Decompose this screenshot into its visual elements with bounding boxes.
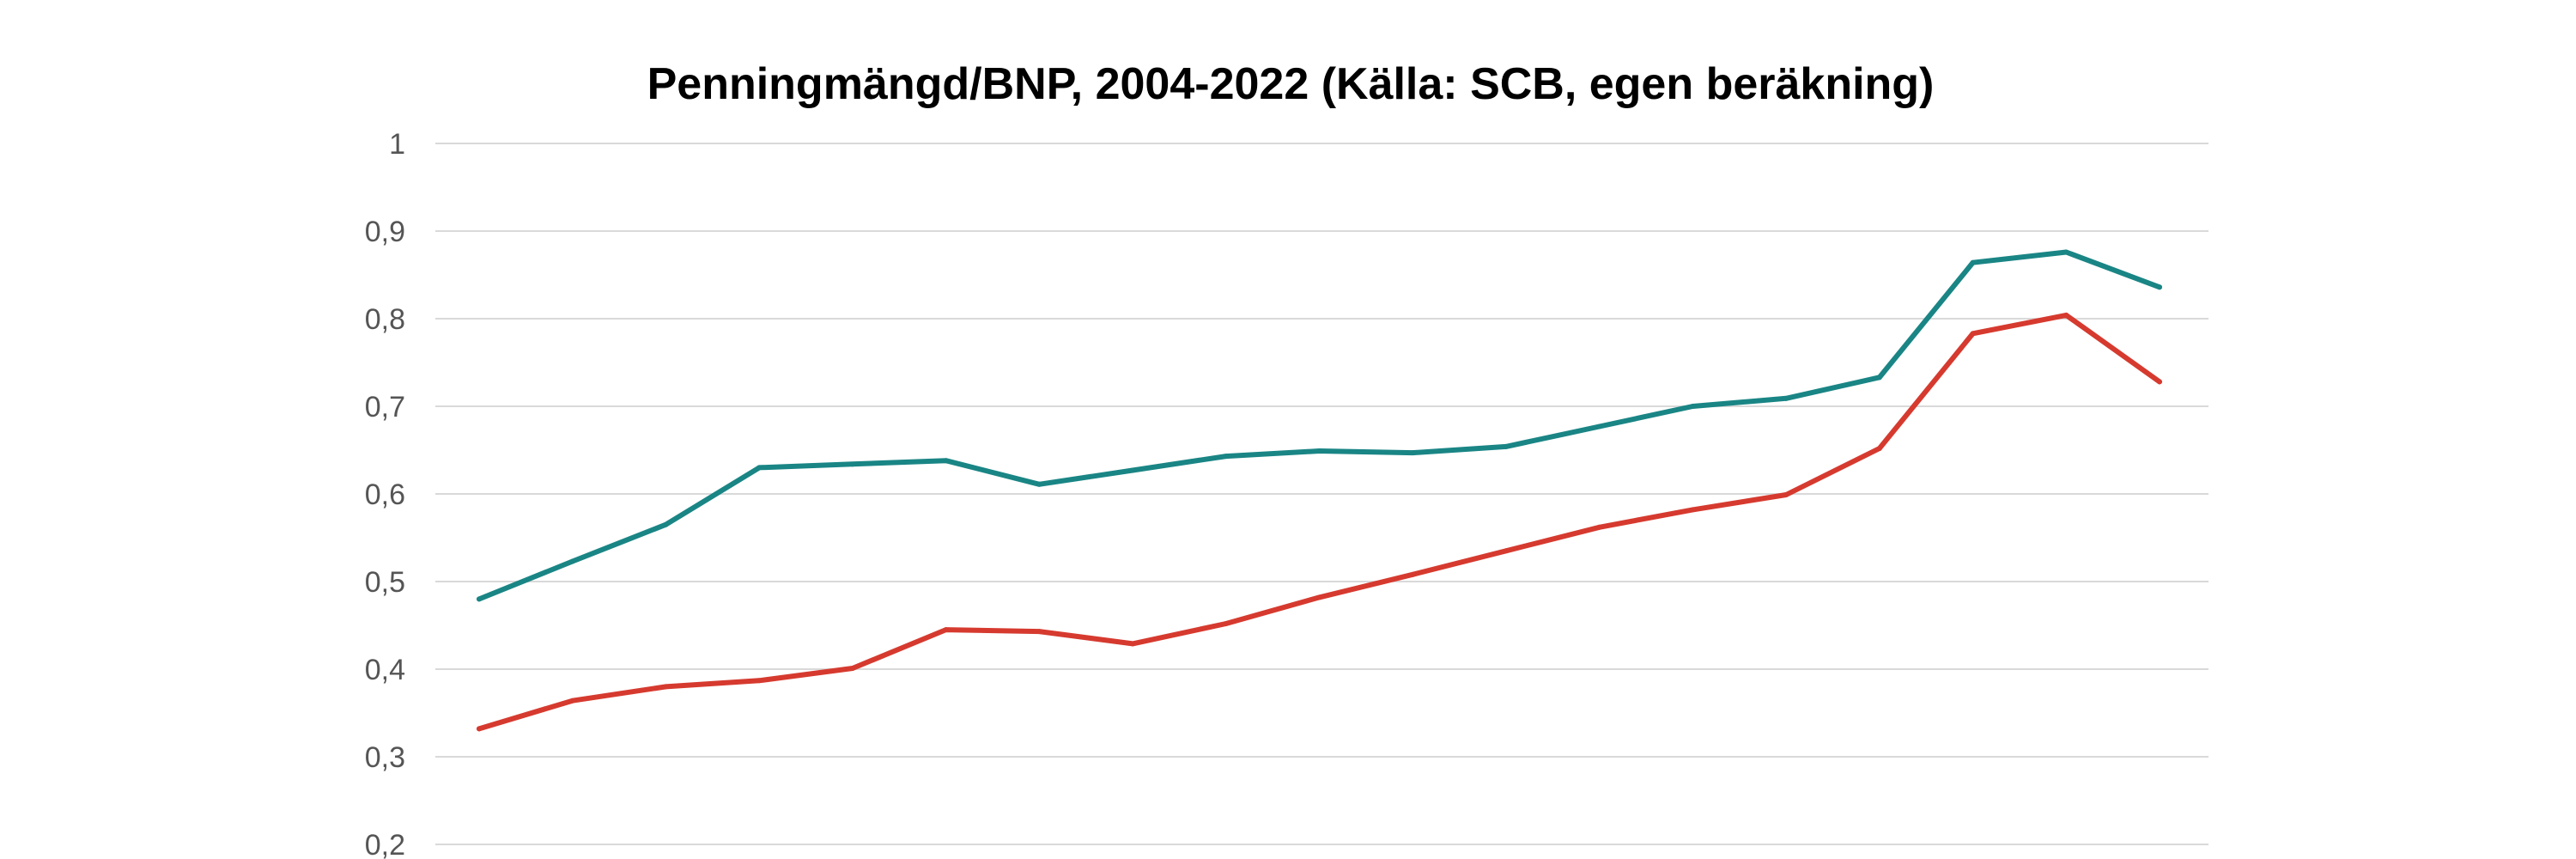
y-tick-label: 0,6 — [365, 478, 405, 511]
grid-layer — [435, 143, 2208, 845]
series-2-point — [943, 627, 949, 633]
y-tick-label: 0,9 — [365, 216, 405, 248]
series-1-point — [1690, 404, 1696, 409]
series-1-point — [943, 458, 949, 464]
series-2-point — [1596, 524, 1602, 530]
series-2-point — [1783, 492, 1789, 498]
series-layer — [477, 249, 2162, 732]
series-2-point — [1410, 571, 1416, 577]
series-1-point — [849, 461, 855, 467]
y-axis: 1 0,9 0,8 0,7 0,6 0,5 0,4 0,3 0,2 — [365, 128, 405, 859]
series-1-point — [1596, 423, 1602, 430]
series-2-line — [477, 312, 2162, 732]
series-2-point — [1503, 548, 1509, 554]
series-2-point — [1223, 620, 1229, 626]
series-2-point — [1130, 641, 1136, 647]
series-2-point — [1876, 445, 1882, 451]
series-1-point — [756, 465, 762, 471]
series-1-point — [1130, 467, 1136, 473]
series-1-point — [1410, 450, 1416, 456]
y-tick-label: 0,7 — [365, 391, 405, 423]
series-1-point — [1223, 454, 1229, 460]
series-1-point — [1876, 375, 1882, 381]
series-1-point — [1970, 259, 1976, 265]
series-2-point — [2157, 379, 2162, 385]
y-tick-label: 0,4 — [365, 654, 405, 686]
y-tick-label: 1 — [389, 128, 405, 161]
series-2-point — [1970, 331, 1976, 337]
series-1-point — [1783, 395, 1789, 401]
series-2-point — [1036, 629, 1042, 635]
y-tick-label: 0,2 — [365, 829, 405, 859]
series-1 — [477, 249, 2162, 602]
series-2 — [477, 312, 2162, 732]
series-2-point — [477, 726, 482, 732]
series-2-point — [663, 684, 669, 690]
series-2-point — [756, 678, 762, 684]
series-1-point — [569, 558, 575, 564]
series-2-point — [1690, 507, 1696, 513]
series-1-point — [2063, 249, 2069, 255]
series-1-line — [477, 249, 2162, 602]
series-1-point — [1503, 443, 1509, 449]
series-1-point — [1036, 481, 1042, 487]
series-2-point — [2063, 312, 2069, 318]
series-2-point — [1316, 594, 1322, 600]
chart-title: Penningmängd/BNP, 2004-2022 (Källa: SCB,… — [647, 59, 1935, 109]
series-1-point — [1316, 448, 1322, 454]
series-2-point — [569, 698, 575, 704]
y-tick-label: 0,3 — [365, 741, 405, 774]
series-1-point — [2157, 284, 2162, 290]
series-1-point — [477, 596, 482, 602]
series-1-point — [663, 521, 669, 527]
y-tick-label: 0,5 — [365, 566, 405, 599]
y-tick-label: 0,8 — [365, 303, 405, 336]
series-2-point — [849, 665, 855, 671]
